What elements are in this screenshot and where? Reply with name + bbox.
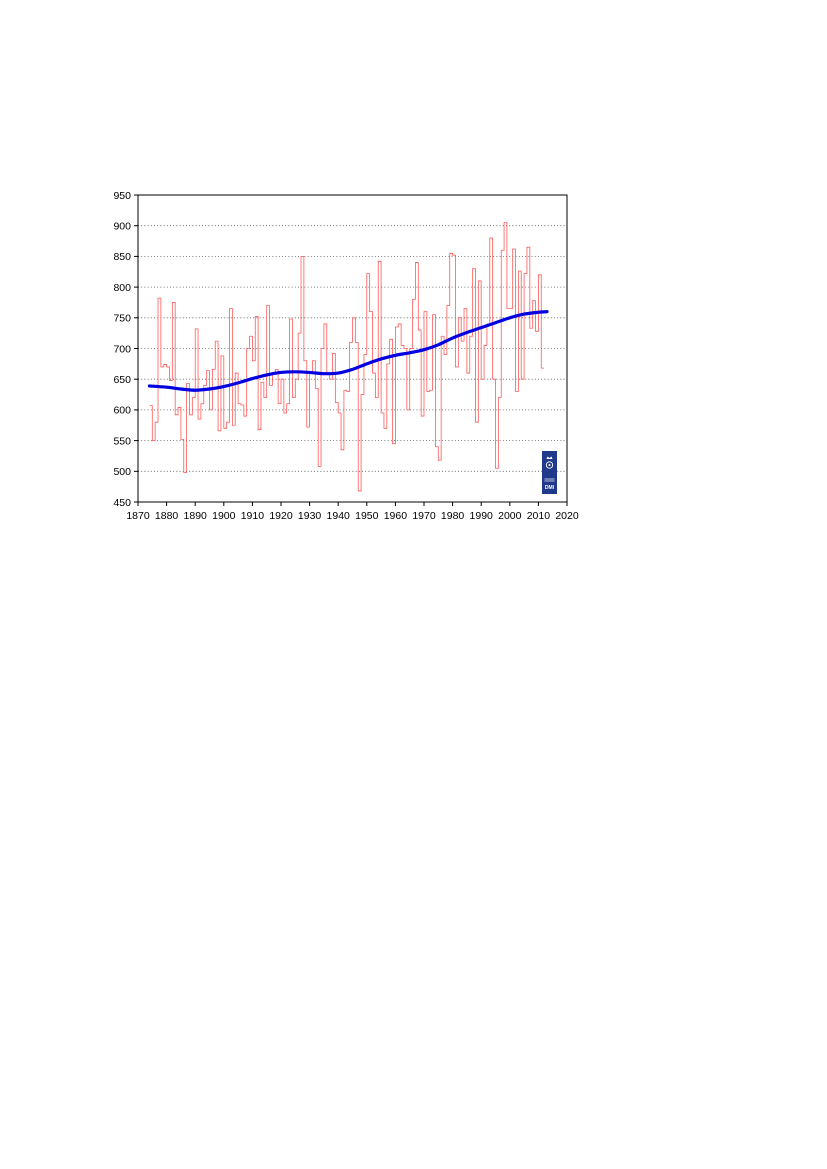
x-tick-label: 1960 (384, 510, 408, 522)
y-tick-label: 850 (113, 251, 131, 263)
axes (134, 194, 568, 506)
y-tick-label: 650 (113, 374, 131, 386)
gridlines (138, 225, 567, 472)
x-tick-label: 2010 (527, 510, 551, 522)
y-tick-label: 700 (113, 343, 131, 355)
x-tick-label: 2000 (498, 510, 522, 522)
y-tick-label: 450 (113, 497, 131, 509)
x-tick-label: 1930 (298, 510, 322, 522)
x-tick-label: 1890 (184, 510, 208, 522)
y-tick-label: 750 (113, 313, 131, 325)
x-tick-label: 1950 (355, 510, 379, 522)
x-tick-label: 1910 (241, 510, 265, 522)
y-tick-label: 500 (113, 466, 131, 478)
x-tick-label: 1870 (126, 510, 150, 522)
logo-text: DMI (545, 485, 555, 491)
x-tick-label: 1920 (269, 510, 293, 522)
y-tick-label: 550 (113, 435, 131, 447)
series-step-group (149, 222, 545, 492)
x-tick-label: 1970 (412, 510, 436, 522)
series-annual-line (149, 222, 545, 492)
x-tick-label: 1940 (327, 510, 351, 522)
plot-frame (137, 194, 568, 503)
y-tick-label: 600 (113, 405, 131, 417)
y-tick-labels: 450 500 550 600 650 700 750 800 850 900 950 (113, 190, 131, 509)
x-tick-labels: 1870 1880 1890 1900 1910 1920 1930 1940 1950 1960… (126, 510, 579, 522)
x-tick-label: 1990 (470, 510, 494, 522)
y-tick-label: 950 (113, 190, 131, 202)
y-tick-label: 900 (113, 221, 131, 233)
x-tick-label: 2020 (555, 510, 579, 522)
x-tick-label: 1980 (441, 510, 465, 522)
y-tick-label: 800 (113, 282, 131, 294)
dmi-logo-icon: DMI (542, 451, 557, 494)
x-tick-label: 1900 (212, 510, 236, 522)
series-smoothed-trend-line (147, 310, 549, 392)
x-tick-label: 1880 (155, 510, 179, 522)
series-smooth-group (147, 310, 549, 392)
